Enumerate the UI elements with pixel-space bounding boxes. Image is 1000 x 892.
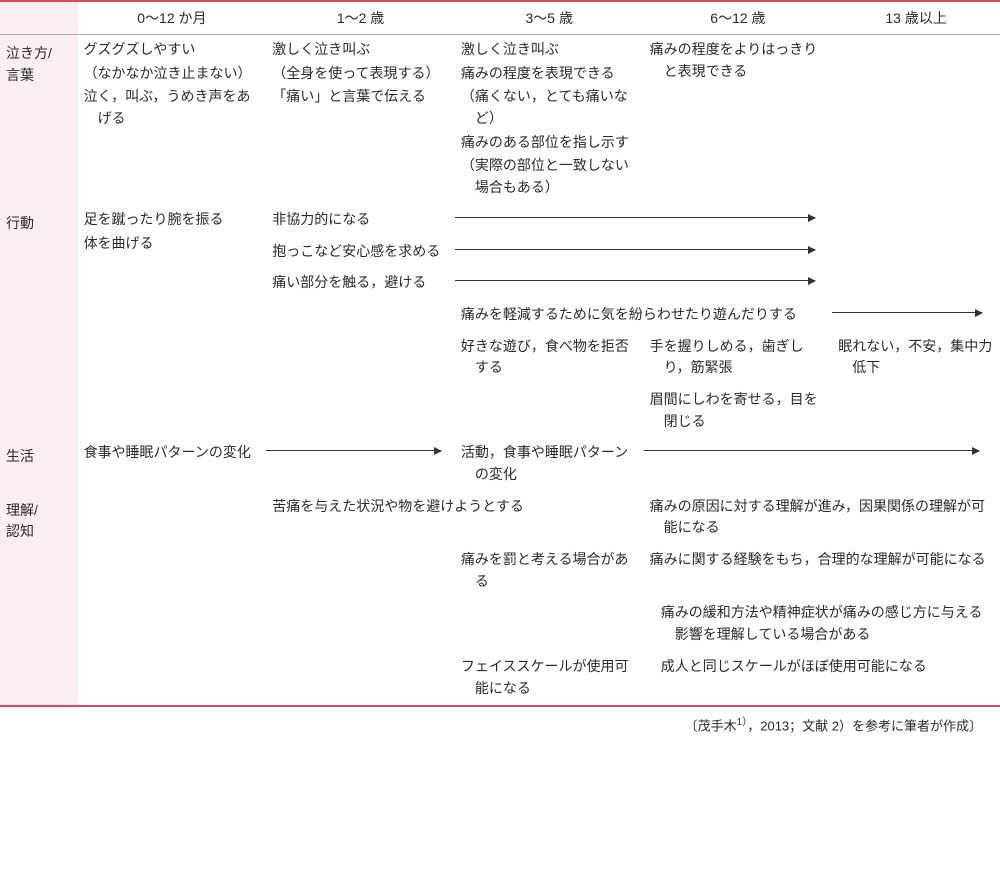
row-cognition-3: 痛みの緩和方法や精神症状が痛みの感じ方に与える影響を理解している場合がある (0, 598, 1000, 651)
credit-line: 〔茂手木1），2013；文献 2）を参考に筆者が作成〕 (0, 707, 1000, 734)
row-behavior-4: 痛みを軽減するために気を紛らわせたり遊んだりする (0, 300, 1000, 332)
cell-cognition-c4-l1: 痛みの原因に対する理解が進み，因果関係の理解が可能になる (644, 492, 1000, 545)
cell-behavior-c1: 足を蹴ったり腕を振る 体を曲げる (78, 205, 267, 300)
rowlabel-life: 生活 (0, 438, 78, 491)
header-blank (0, 2, 78, 35)
cell-life-c1: 食事や睡眠パターンの変化 (78, 438, 267, 491)
arrow-icon (644, 450, 979, 451)
cell-behavior-c3-l1: 痛みを軽減するために気を紛らわせたり遊んだりする (455, 300, 832, 332)
cell-behavior-c4-l1: 手を握りしめる，歯ぎしり，筋緊張 (644, 332, 833, 385)
cell-behavior-c4-l2: 眉間にしわを寄せる，目を閉じる (644, 385, 833, 438)
age-development-table: 0～12 か月 1～2 歳 3～5 歳 6～12 歳 13 歳以上 泣き方/ 言… (0, 0, 1000, 707)
arrow-behavior-3 (455, 268, 832, 300)
cell-behavior-c2-l1: 非協力的になる (266, 205, 455, 237)
arrow-behavior-1 (455, 205, 832, 237)
cell-life-c3: 活動，食事や睡眠パターンの変化 (455, 438, 644, 491)
cell-crying-c1: グズグズしやすい （なかなか泣き止まない） 泣く，叫ぶ，うめき声をあげる (78, 35, 267, 205)
header-c1: 0～12 か月 (78, 2, 267, 35)
row-behavior-5: 好きな遊び，食べ物を拒否する 手を握りしめる，歯ぎしり，筋緊張 眠れない，不安，… (0, 332, 1000, 385)
header-c5: 13 歳以上 (832, 2, 1000, 35)
row-behavior-6: 眉間にしわを寄せる，目を閉じる (0, 385, 1000, 438)
row-life: 生活 食事や睡眠パターンの変化 活動，食事や睡眠パターンの変化 (0, 438, 1000, 491)
header-row: 0～12 か月 1～2 歳 3～5 歳 6～12 歳 13 歳以上 (0, 2, 1000, 35)
header-c3: 3～5 歳 (455, 2, 644, 35)
rowlabel-crying: 泣き方/ 言葉 (0, 35, 78, 205)
cell-crying-c4: 痛みの程度をよりはっきりと表現できる (644, 35, 833, 205)
arrow-icon (266, 450, 441, 451)
cell-behavior-c2-l3: 痛い部分を触る，避ける (266, 268, 455, 300)
row-behavior-1: 行動 足を蹴ったり腕を振る 体を曲げる 非協力的になる (0, 205, 1000, 237)
row-cognition-2: 痛みを罰と考える場合がある 痛みに関する経験をもち，合理的な理解が可能になる (0, 545, 1000, 598)
cell-cognition-c4-l3: 痛みの緩和方法や精神症状が痛みの感じ方に与える影響を理解している場合がある (644, 598, 1000, 651)
cell-cognition-c4-l4: 成人と同じスケールがほぼ使用可能になる (644, 652, 1000, 706)
cell-crying-c3: 激しく泣き叫ぶ 痛みの程度を表現できる （痛くない，とても痛いなど） 痛みのある… (455, 35, 644, 205)
arrow-icon (455, 280, 815, 281)
cell-cognition-c3-l1: 痛みを罰と考える場合がある (455, 545, 644, 598)
cell-behavior-c3-l2: 好きな遊び，食べ物を拒否する (455, 332, 644, 385)
row-cognition-1: 理解/ 認知 苦痛を与えた状況や物を避けようとする 痛みの原因に対する理解が進み… (0, 492, 1000, 545)
arrow-life-2 (644, 438, 1000, 491)
header-c2: 1～2 歳 (266, 2, 455, 35)
cell-cognition-c3-l2: フェイススケールが使用可能になる (455, 652, 644, 706)
cell-crying-c2: 激しく泣き叫ぶ （全身を使って表現する） 「痛い」と言葉で伝える (266, 35, 455, 205)
header-c4: 6～12 歳 (644, 2, 833, 35)
arrow-behavior-2 (455, 237, 832, 269)
row-cognition-4: フェイススケールが使用可能になる 成人と同じスケールがほぼ使用可能になる (0, 652, 1000, 706)
cell-behavior-c5-l1: 眠れない，不安，集中力低下 (832, 332, 1000, 385)
cell-crying-c5 (832, 35, 1000, 205)
row-crying: 泣き方/ 言葉 グズグズしやすい （なかなか泣き止まない） 泣く，叫ぶ，うめき声… (0, 35, 1000, 205)
arrow-behavior-4 (832, 300, 1000, 332)
cell-cognition-c2: 苦痛を与えた状況や物を避けようとする (266, 492, 643, 545)
arrow-icon (455, 249, 815, 250)
arrow-icon (832, 312, 982, 313)
rowlabel-behavior: 行動 (0, 205, 78, 439)
cell-cognition-c4-l2: 痛みに関する経験をもち，合理的な理解が可能になる (644, 545, 1000, 598)
arrow-icon (455, 217, 815, 218)
arrow-life-1 (266, 438, 455, 491)
cell-behavior-c2-l2: 抱っこなど安心感を求める (266, 237, 455, 269)
rowlabel-cognition: 理解/ 認知 (0, 492, 78, 707)
